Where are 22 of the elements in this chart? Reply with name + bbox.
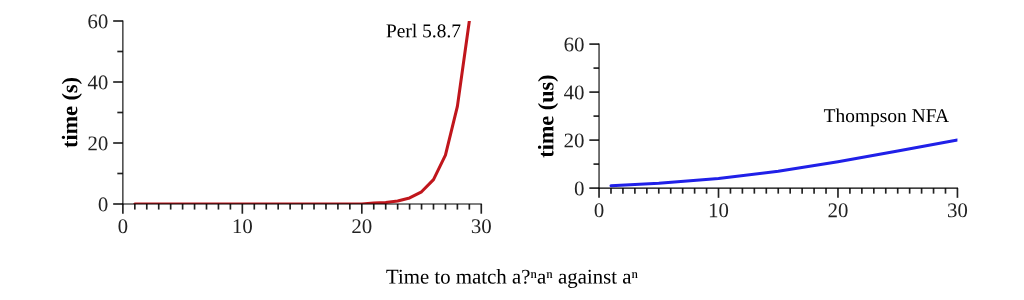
y-tick-label: 0 [574, 181, 584, 196]
x-tick-label: 30 [948, 203, 968, 218]
x-tick-label: 30 [471, 219, 491, 234]
series-label: Perl 5.8.7 [386, 23, 461, 38]
y-tick-label: 20 [564, 133, 584, 148]
x-tick-label: 20 [352, 219, 372, 234]
text: Time to match a?ⁿaⁿ against aⁿ [386, 269, 638, 288]
y-tick-label: 60 [88, 14, 108, 29]
series-label: Thompson NFA [823, 108, 949, 127]
x-tick-label: 10 [709, 203, 729, 218]
y-axis-title: time (s) [61, 78, 82, 148]
y-tick-label: 40 [87, 75, 108, 90]
y-axis-title: time (us) [537, 75, 559, 158]
x-tick-label: 0 [118, 219, 128, 234]
y-tick-label: 60 [564, 37, 584, 52]
y-tick-label: 20 [88, 136, 108, 151]
line-series [133, 21, 471, 204]
y-tick-label: 40 [564, 85, 584, 100]
x-tick-label: 10 [233, 219, 252, 234]
x-tick-label: 0 [594, 203, 604, 218]
line-series [609, 138, 958, 188]
x-tick-label: 20 [828, 203, 848, 218]
